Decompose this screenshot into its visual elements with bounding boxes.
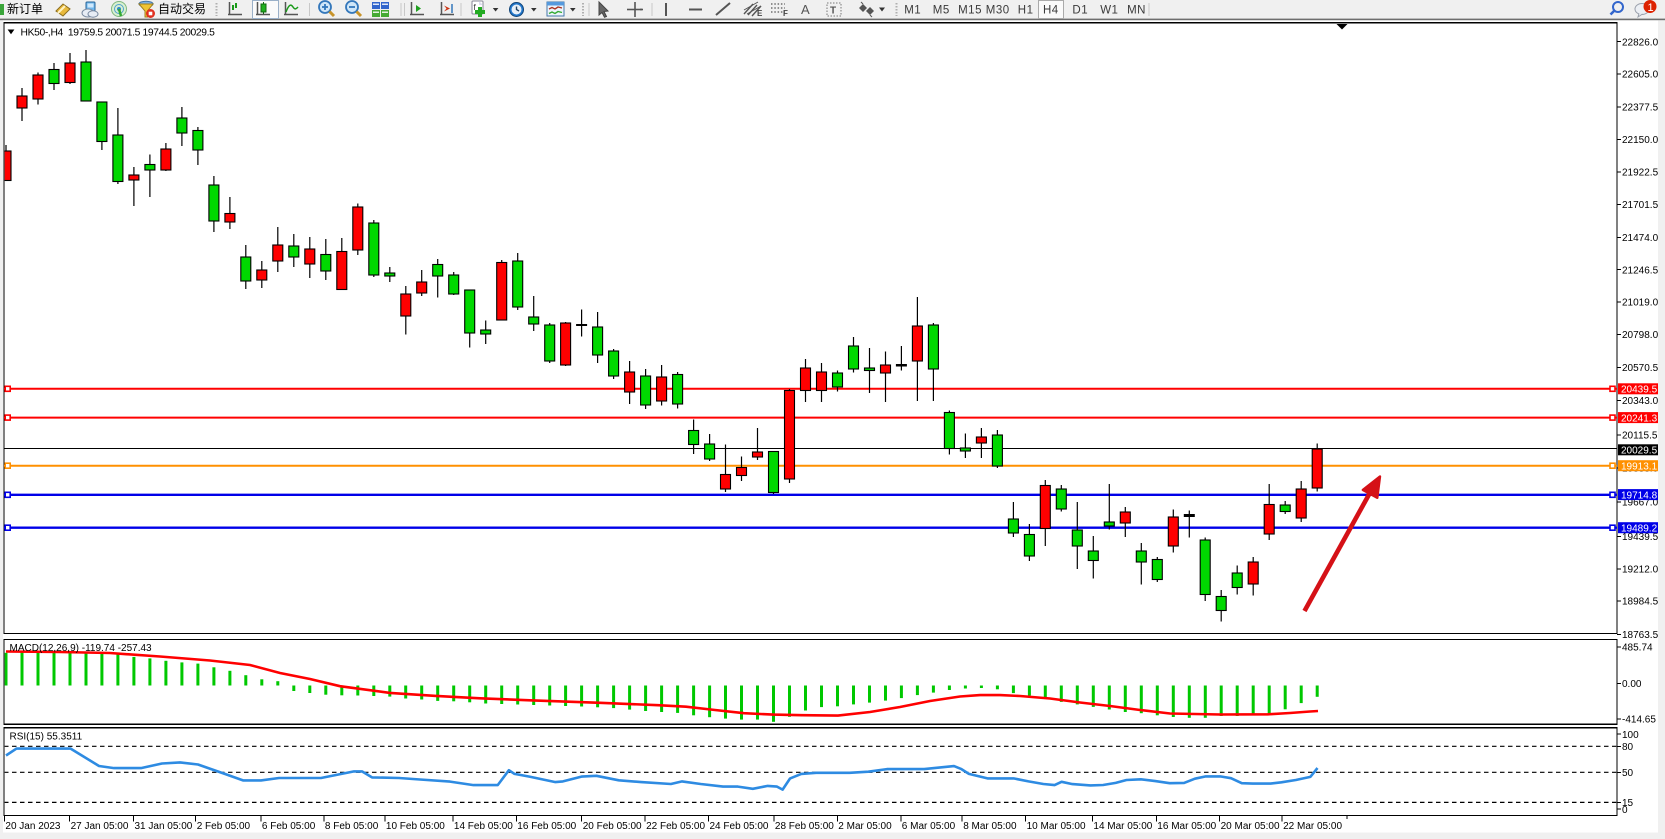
svg-text:22605.0: 22605.0 — [1622, 70, 1659, 81]
svg-text:31 Jan 05:00: 31 Jan 05:00 — [135, 821, 193, 832]
svg-text:21246.5: 21246.5 — [1622, 265, 1659, 276]
svg-text:20 Jan 2023: 20 Jan 2023 — [5, 821, 60, 832]
svg-text:19489.2: 19489.2 — [1621, 523, 1658, 534]
svg-text:485.74: 485.74 — [1622, 643, 1653, 654]
svg-text:20439.5: 20439.5 — [1621, 385, 1658, 396]
svg-text:T: T — [830, 6, 836, 17]
svg-text:f: f — [474, 3, 477, 12]
svg-text:15: 15 — [1622, 798, 1634, 809]
svg-text:H1: H1 — [1018, 5, 1034, 17]
svg-text:19212.0: 19212.0 — [1622, 565, 1659, 576]
svg-text:21701.5: 21701.5 — [1622, 200, 1659, 211]
svg-text:H4: H4 — [1043, 5, 1059, 17]
svg-text:F: F — [783, 9, 788, 18]
svg-text:20241.3: 20241.3 — [1621, 413, 1658, 424]
svg-text:16 Feb 05:00: 16 Feb 05:00 — [517, 821, 576, 832]
svg-text:22377.5: 22377.5 — [1622, 103, 1659, 114]
svg-text:27 Jan 05:00: 27 Jan 05:00 — [71, 821, 129, 832]
svg-text:10 Mar 05:00: 10 Mar 05:00 — [1027, 821, 1086, 832]
svg-text:MN: MN — [1127, 5, 1146, 17]
svg-text:新订单: 新订单 — [7, 1, 43, 16]
svg-text:MACD(12,26,9) -119.74 -257.43: MACD(12,26,9) -119.74 -257.43 — [10, 643, 153, 654]
svg-text:-414.65: -414.65 — [1622, 715, 1656, 726]
svg-text:21474.0: 21474.0 — [1622, 233, 1659, 244]
svg-text:2 Feb 05:00: 2 Feb 05:00 — [197, 821, 251, 832]
svg-text:10 Feb 05:00: 10 Feb 05:00 — [386, 821, 445, 832]
svg-text:18984.5: 18984.5 — [1622, 597, 1659, 608]
svg-text:HK50-,H4 19759.5 20071.5 1974: HK50-,H4 19759.5 20071.5 19744.5 20029.5 — [21, 28, 216, 39]
svg-text:100: 100 — [1622, 730, 1639, 741]
svg-text:M1: M1 — [904, 5, 921, 17]
svg-text:W1: W1 — [1100, 5, 1118, 17]
svg-text:20798.0: 20798.0 — [1622, 330, 1659, 341]
svg-text:24 Feb 05:00: 24 Feb 05:00 — [710, 821, 769, 832]
svg-text:D1: D1 — [1072, 5, 1088, 17]
svg-text:19439.5: 19439.5 — [1622, 532, 1659, 543]
svg-text:20115.5: 20115.5 — [1622, 431, 1658, 442]
svg-text:RSI(15) 55.3511: RSI(15) 55.3511 — [10, 732, 83, 743]
svg-text:0.00: 0.00 — [1622, 679, 1642, 690]
svg-text:M15: M15 — [958, 5, 982, 17]
svg-text:20343.0: 20343.0 — [1622, 396, 1659, 407]
svg-text:8 Mar 05:00: 8 Mar 05:00 — [963, 821, 1017, 832]
svg-text:22 Feb 05:00: 22 Feb 05:00 — [646, 821, 705, 832]
svg-text:A: A — [801, 2, 810, 17]
svg-text:14 Mar 05:00: 14 Mar 05:00 — [1093, 821, 1152, 832]
svg-text:21922.5: 21922.5 — [1622, 168, 1659, 179]
svg-text:19913.1: 19913.1 — [1621, 461, 1658, 472]
svg-text:8 Feb 05:00: 8 Feb 05:00 — [325, 821, 379, 832]
svg-text:20570.5: 20570.5 — [1622, 363, 1659, 374]
svg-text:28 Feb 05:00: 28 Feb 05:00 — [775, 821, 834, 832]
svg-text:21019.0: 21019.0 — [1622, 298, 1659, 309]
svg-text:E: E — [757, 9, 763, 18]
svg-text:20 Feb 05:00: 20 Feb 05:00 — [583, 821, 642, 832]
svg-text:22 Mar 05:00: 22 Mar 05:00 — [1283, 821, 1342, 832]
svg-text:6 Mar 05:00: 6 Mar 05:00 — [902, 821, 956, 832]
svg-text:22150.0: 22150.0 — [1622, 135, 1659, 146]
svg-text:14 Feb 05:00: 14 Feb 05:00 — [454, 821, 513, 832]
svg-text:M30: M30 — [986, 5, 1010, 17]
svg-text:6 Feb 05:00: 6 Feb 05:00 — [262, 821, 316, 832]
svg-text:16 Mar 05:00: 16 Mar 05:00 — [1157, 821, 1216, 832]
svg-text:20029.5: 20029.5 — [1621, 446, 1658, 457]
svg-text:20 Mar 05:00: 20 Mar 05:00 — [1221, 821, 1280, 832]
svg-text:80: 80 — [1622, 742, 1634, 753]
svg-text:19714.8: 19714.8 — [1621, 490, 1658, 501]
svg-text:M5: M5 — [933, 5, 950, 17]
svg-text:自动交易: 自动交易 — [158, 1, 206, 16]
svg-text:19667.0: 19667.0 — [1622, 498, 1659, 509]
svg-text:22826.0: 22826.0 — [1622, 37, 1659, 48]
svg-text:18763.5: 18763.5 — [1622, 630, 1659, 641]
svg-text:2 Mar 05:00: 2 Mar 05:00 — [838, 821, 892, 832]
svg-text:50: 50 — [1622, 768, 1634, 779]
svg-text:1: 1 — [1648, 2, 1654, 14]
svg-text:0: 0 — [1622, 805, 1628, 816]
